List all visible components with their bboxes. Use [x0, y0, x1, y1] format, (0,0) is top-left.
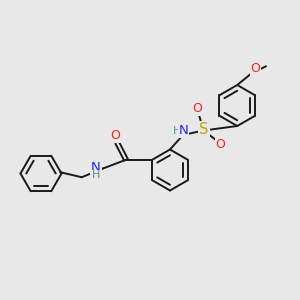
- Text: N: N: [178, 124, 188, 137]
- Text: O: O: [216, 139, 225, 152]
- Text: S: S: [199, 122, 209, 137]
- Text: O: O: [110, 129, 120, 142]
- Text: H: H: [172, 125, 181, 136]
- Text: H: H: [92, 170, 100, 181]
- Text: O: O: [250, 62, 260, 75]
- Text: O: O: [192, 102, 202, 115]
- Text: N: N: [91, 161, 101, 174]
